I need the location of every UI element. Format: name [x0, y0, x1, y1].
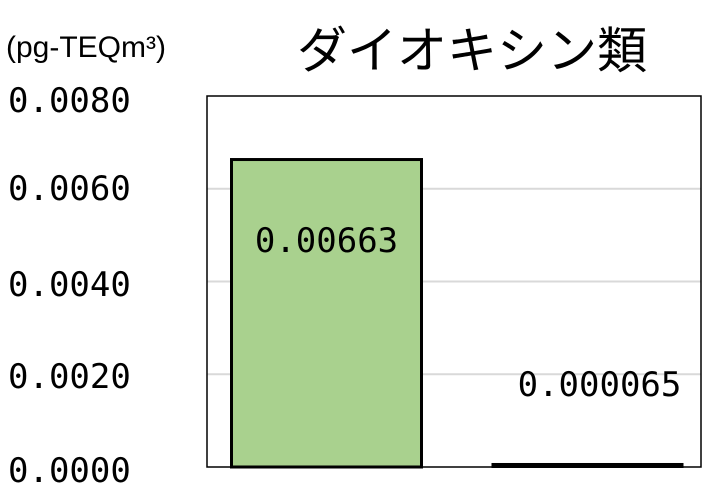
y-tick-label: 0.0020	[8, 357, 131, 397]
plot-frame	[206, 95, 702, 468]
chart-title: ダイオキシン類	[297, 22, 647, 80]
y-tick-label: 0.0040	[8, 265, 131, 305]
y-axis-unit-label: (pg-TEQm³)	[6, 31, 166, 64]
y-tick-label: 0.0080	[8, 81, 131, 121]
bar	[491, 462, 684, 469]
data-label: 0.00663	[255, 221, 398, 261]
y-tick-label: 0.0060	[8, 169, 131, 209]
y-axis-ticks: 0.0080 0.0060 0.0040 0.0020 0.0000	[8, 81, 131, 491]
data-label: 0.000065	[518, 365, 682, 405]
y-tick-label: 0.0000	[8, 451, 131, 491]
bars	[230, 158, 684, 469]
data-labels: 0.00663 0.000065	[255, 221, 682, 405]
bar	[230, 158, 423, 469]
